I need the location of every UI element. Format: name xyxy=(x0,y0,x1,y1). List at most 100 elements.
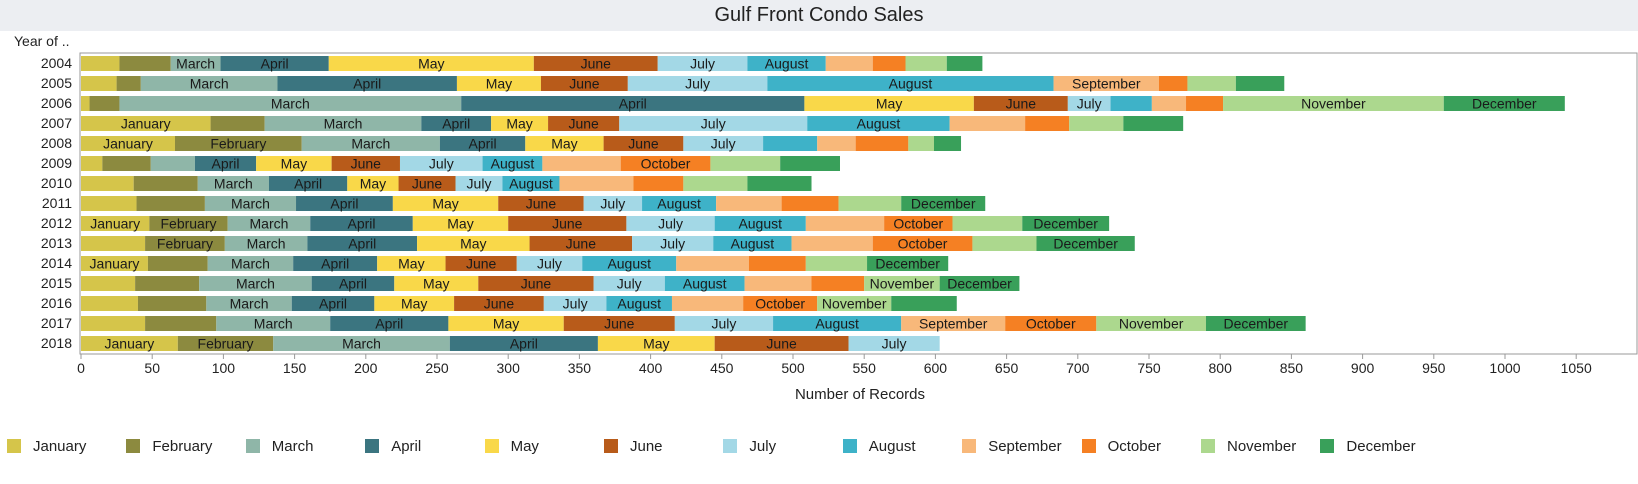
bar-label-2010-august: August xyxy=(509,176,553,192)
legend-label-january: January xyxy=(33,437,87,455)
bar-label-2017-september: September xyxy=(919,316,988,332)
legend-item-april[interactable]: April xyxy=(365,432,421,460)
bar-2005-september xyxy=(1053,76,1159,91)
bar-2015-february xyxy=(135,276,200,291)
bar-2010-april xyxy=(268,176,348,191)
bar-2007-april xyxy=(421,116,492,131)
bar-2008-january xyxy=(81,136,175,151)
bar-2014-february xyxy=(147,256,208,271)
bar-2010-december xyxy=(747,176,812,191)
bar-2005-july xyxy=(627,76,768,91)
bar-label-2007-march: March xyxy=(324,116,363,132)
bar-label-2010-july: July xyxy=(467,176,492,192)
bar-2015-september xyxy=(744,276,812,291)
bar-label-2014-august: August xyxy=(607,256,651,272)
legend-label-june: June xyxy=(630,437,663,455)
bar-label-2009-april: April xyxy=(212,156,240,172)
bar-2012-june xyxy=(508,216,627,231)
row-label-2006: 2006 xyxy=(41,95,72,111)
bar-label-2013-april: April xyxy=(348,236,376,252)
bar-2015-january xyxy=(81,276,136,291)
x-tick-label-350: 350 xyxy=(568,360,592,376)
bar-2018-april xyxy=(449,336,598,351)
bar-2009-may xyxy=(256,156,332,171)
bar-2015-may xyxy=(394,276,479,291)
bar-2014-january xyxy=(81,256,148,271)
row-label-2014: 2014 xyxy=(41,255,72,271)
legend-item-march[interactable]: March xyxy=(245,432,313,460)
x-tick-label-800: 800 xyxy=(1209,360,1233,376)
legend-item-september[interactable]: September xyxy=(962,432,1062,460)
row-label-2017: 2017 xyxy=(41,315,72,331)
bar-2015-july xyxy=(593,276,665,291)
bar-2008-june xyxy=(603,136,684,151)
bar-2016-september xyxy=(671,296,744,311)
bar-label-2017-december: December xyxy=(1224,316,1289,332)
bar-label-2009-june: June xyxy=(351,156,382,172)
legend-item-august[interactable]: August xyxy=(842,432,916,460)
bar-label-2007-august: August xyxy=(857,116,901,132)
bar-2006-may xyxy=(804,96,974,111)
bar-2017-february xyxy=(145,316,217,331)
legend-label-august: August xyxy=(868,437,916,455)
bar-label-2006-march: March xyxy=(271,96,310,112)
legend-item-may[interactable]: May xyxy=(484,432,539,460)
bar-2006-march xyxy=(119,96,462,111)
bar-2011-may xyxy=(392,196,499,211)
bar-label-2010-april: April xyxy=(294,176,322,192)
bar-2004-august xyxy=(747,56,826,71)
bar-2015-april xyxy=(311,276,395,291)
bar-2018-may xyxy=(597,336,715,351)
bar-2014-june xyxy=(445,256,517,271)
legend-item-july[interactable]: July xyxy=(723,432,776,460)
bar-label-2018-february: February xyxy=(198,336,254,352)
bar-label-2008-july: July xyxy=(711,136,736,152)
bar-label-2014-july: July xyxy=(537,256,562,272)
bar-label-2010-march: March xyxy=(214,176,253,192)
bar-2016-november xyxy=(817,296,892,311)
bar-label-2008-february: February xyxy=(210,136,266,152)
stacked-bar-chart: 2004 2005 2006 2007 2008 2009 2010 2011 2012 2013… xyxy=(41,52,1638,403)
x-tick-label-650: 650 xyxy=(995,360,1019,376)
row-label-2004: 2004 xyxy=(41,55,72,71)
legend-item-december[interactable]: December xyxy=(1320,432,1416,460)
bar-2005-august xyxy=(767,76,1054,91)
bar-2009-october xyxy=(620,156,711,171)
bar-2010-august xyxy=(502,176,560,191)
bar-2006-january xyxy=(81,96,90,111)
bar-2008-may xyxy=(525,136,604,151)
bar-2014-october xyxy=(748,256,806,271)
legend-item-october[interactable]: October xyxy=(1081,432,1161,460)
bar-2016-august xyxy=(606,296,672,311)
bar-2015-march xyxy=(199,276,312,291)
bar-2005-november xyxy=(1187,76,1236,91)
bar-label-2006-may: May xyxy=(876,96,902,112)
bar-2017-september xyxy=(901,316,1006,331)
bar-2007-december xyxy=(1123,116,1184,131)
bar-2013-february xyxy=(145,236,225,251)
row-label-2012: 2012 xyxy=(41,215,72,231)
bar-2008-december xyxy=(933,136,962,151)
bar-2011-october xyxy=(781,196,839,211)
bar-2010-october xyxy=(633,176,684,191)
bar-label-2008-january: January xyxy=(103,136,153,152)
bar-label-2013-march: March xyxy=(247,236,286,252)
bar-2011-september xyxy=(716,196,782,211)
bar-2008-february xyxy=(174,136,302,151)
bar-2005-june xyxy=(540,76,628,91)
legend-item-february[interactable]: February xyxy=(126,432,212,460)
legend-item-january[interactable]: January xyxy=(7,432,86,460)
bar-label-2017-november: November xyxy=(1119,316,1184,332)
bar-2013-december xyxy=(1036,236,1135,251)
bar-2017-april xyxy=(330,316,449,331)
bar-2010-may xyxy=(347,176,399,191)
bar-2013-november xyxy=(972,236,1037,251)
bar-2009-august xyxy=(482,156,543,171)
bar-2017-october xyxy=(1005,316,1097,331)
bar-2017-march xyxy=(216,316,331,331)
bar-label-2006-july: July xyxy=(1077,96,1102,112)
legend-item-june[interactable]: June xyxy=(604,432,663,460)
legend-item-november[interactable]: November xyxy=(1201,432,1296,460)
row-label-2015: 2015 xyxy=(41,275,72,291)
bar-2011-july xyxy=(583,196,643,211)
